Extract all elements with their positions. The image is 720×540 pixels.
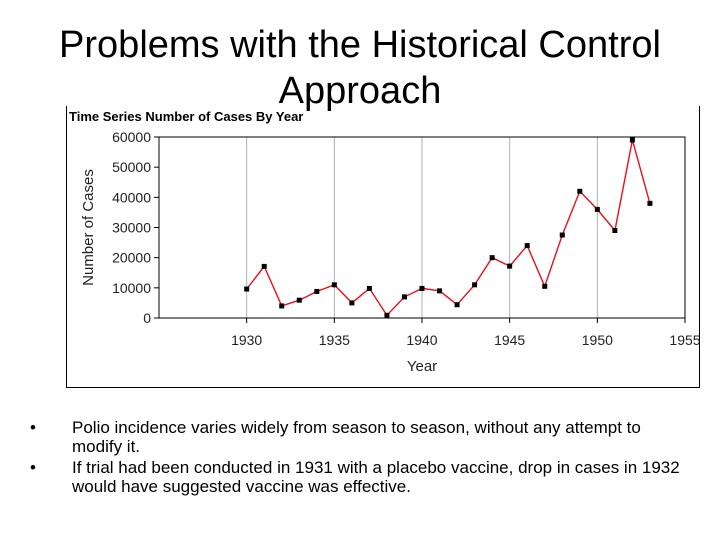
bullet-list: • Polio incidence varies widely from sea… <box>30 418 690 498</box>
x-axis-label: Year <box>407 358 437 375</box>
bullet-dot: • <box>30 458 36 477</box>
slide-title: Problems with the Historical Control App… <box>59 24 661 112</box>
x-tick-label: 1935 <box>319 332 350 348</box>
data-point <box>542 283 548 289</box>
x-tick-label: 1945 <box>494 332 525 348</box>
data-point <box>524 243 530 249</box>
data-point <box>384 312 390 318</box>
x-tick-label: 1930 <box>231 332 262 348</box>
bullet-text: Polio incidence varies widely from seaso… <box>72 418 641 456</box>
bullet-item: • If trial had been conducted in 1931 wi… <box>30 458 690 496</box>
y-axis-ticks: 0 10000 20000 30000 40000 50000 60000 <box>112 129 159 326</box>
data-point <box>437 288 443 294</box>
data-point <box>559 232 565 238</box>
x-axis-ticks: 1930 1935 1940 1945 1950 1955 <box>231 318 701 348</box>
line-chart: Time Series Number of Cases By Year 0 100… <box>69 109 701 375</box>
data-point <box>472 282 478 288</box>
chart-series <box>244 137 653 318</box>
y-tick-label: 50000 <box>112 159 151 175</box>
data-point <box>401 294 407 300</box>
y-tick-label: 60000 <box>112 129 151 145</box>
y-tick-label: 20000 <box>112 250 151 266</box>
data-point <box>594 206 600 212</box>
data-point <box>349 300 355 306</box>
data-point <box>244 286 250 292</box>
bullet-text: If trial had been conducted in 1931 with… <box>72 458 680 496</box>
data-point <box>296 297 302 303</box>
data-point <box>647 200 653 206</box>
x-tick-label: 1950 <box>582 332 613 348</box>
data-point <box>331 282 337 288</box>
data-point <box>507 263 513 269</box>
data-point <box>612 228 618 234</box>
y-tick-label: 30000 <box>112 220 151 236</box>
data-point <box>629 137 635 143</box>
data-point <box>314 288 320 294</box>
data-point <box>419 285 425 291</box>
data-point <box>279 303 285 309</box>
chart-title: Time Series Number of Cases By Year <box>69 109 303 124</box>
data-point <box>366 285 372 291</box>
bullet-dot: • <box>30 418 36 437</box>
x-tick-label: 1955 <box>669 332 700 348</box>
chart-panel: Time Series Number of Cases By Year 0 100… <box>66 106 701 388</box>
series-line <box>246 139 651 317</box>
data-point <box>454 302 460 308</box>
y-tick-label: 0 <box>143 310 151 326</box>
y-axis-label: Number of Cases <box>80 169 97 286</box>
y-tick-label: 40000 <box>112 189 151 205</box>
x-tick-label: 1940 <box>406 332 437 348</box>
data-point <box>577 188 583 194</box>
data-point <box>261 263 267 269</box>
data-point <box>489 255 495 261</box>
bullet-item: • Polio incidence varies widely from sea… <box>30 418 690 456</box>
y-tick-label: 10000 <box>112 280 151 296</box>
